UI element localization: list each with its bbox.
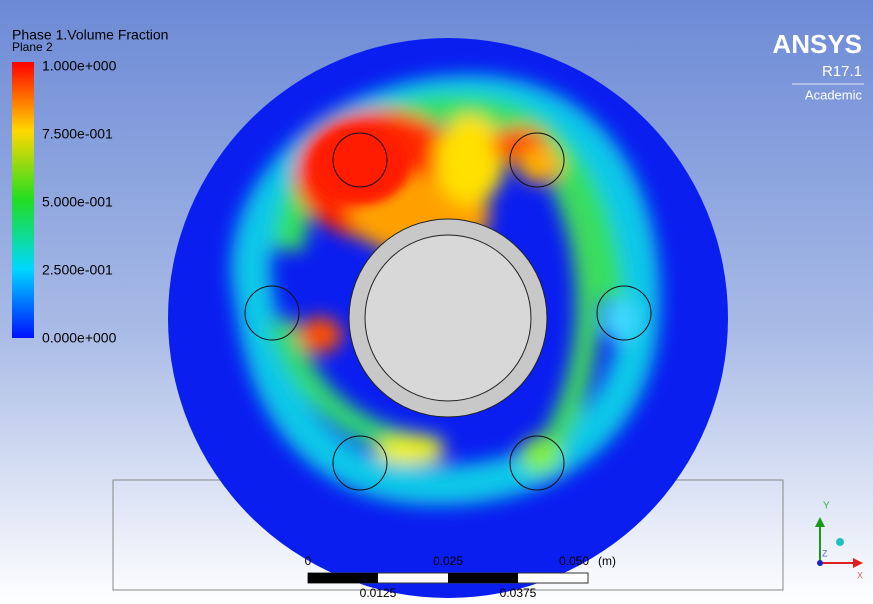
colorbar: [12, 62, 34, 338]
legend-label: 7.500e-001: [42, 126, 113, 142]
scale-unit: (m): [598, 554, 616, 568]
axis-label: X: [857, 570, 863, 580]
contour-plot: [168, 38, 728, 598]
scale-label: 0.0125: [360, 586, 397, 600]
legend-label: 5.000e-001: [42, 194, 113, 210]
legend-label: 2.500e-001: [42, 262, 113, 278]
axis-label: Z: [822, 548, 828, 558]
legend-label: 1.000e+000: [42, 58, 117, 74]
holes: [244, 132, 652, 491]
scale-label: 0.0375: [500, 586, 537, 600]
logo: ANSYS R17.1 Academic: [772, 29, 864, 102]
legend-subtitle: Plane 2: [12, 40, 53, 54]
logo-version: R17.1: [822, 63, 862, 80]
logo-brand: ANSYS: [772, 29, 862, 59]
logo-edition: Academic: [805, 87, 863, 102]
legend-title: Phase 1.Volume Fraction: [12, 27, 168, 43]
scale-label: 0.050: [559, 554, 589, 568]
scale-label: 0.025: [433, 554, 463, 568]
axis-triad: Y Z X: [815, 501, 863, 580]
axis-label: Y: [823, 501, 830, 512]
scale-label: 0: [305, 554, 312, 568]
legend: Phase 1.Volume Fraction Plane 2 1.000e+0…: [12, 27, 168, 346]
scale-bar: 0 0.025 0.050 (m) 0.0125 0.0375: [305, 554, 616, 600]
legend-label: 0.000e+000: [42, 330, 117, 346]
hub-bore: [364, 234, 532, 402]
